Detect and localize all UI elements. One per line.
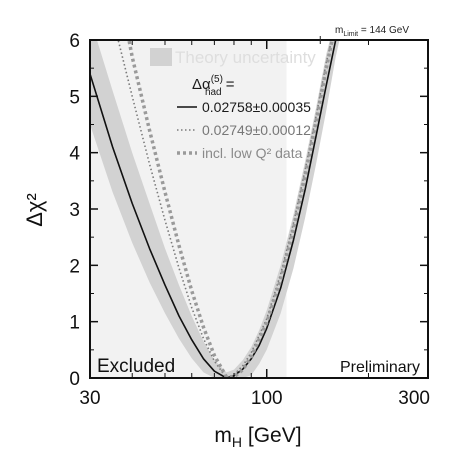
x-axis-title-rest: [GeV] (242, 424, 302, 447)
legend-header-sub: had (205, 87, 222, 98)
legend-entry-2: 0.02749±0.00012 (202, 122, 311, 138)
legend-header-sup: (5) (211, 74, 223, 85)
y-tick-label: 5 (69, 87, 80, 108)
legend-header: Δα(5) had = (192, 74, 235, 98)
legend-header-eq: = (222, 76, 235, 93)
ticks-layer: 0 1 2 3 4 5 6 30 100 300 (69, 31, 430, 409)
legend-theory-swatch (150, 48, 172, 66)
series-solid-line (90, 40, 337, 378)
plot-layer (90, 40, 340, 378)
y-tick-label: 1 (69, 313, 80, 334)
preliminary-label: Preliminary (340, 359, 420, 376)
y-tick-label: 3 (69, 200, 80, 221)
legend-theory-label: Theory uncertainty (175, 48, 316, 67)
x-tick-label: 30 (79, 388, 100, 409)
y-axis-title: Δχ² (22, 193, 47, 227)
x-axis-title-main: m (214, 424, 232, 447)
y-tick-label: 0 (69, 369, 80, 390)
series-dotted-line (117, 40, 333, 378)
theory-uncertainty-band (90, 40, 340, 378)
y-tick-label: 4 (69, 144, 80, 165)
y-tick-label: 6 (69, 31, 80, 52)
excluded-label: Excluded (97, 356, 175, 377)
y-tick-label: 2 (69, 256, 80, 277)
limit-label-value: = 144 GeV (358, 25, 409, 36)
x-tick-label: 300 (398, 388, 430, 409)
limit-label-main: m (335, 25, 343, 36)
limit-annotation: mLimit = 144 GeV (335, 25, 409, 38)
legend-entry-3: incl. low Q² data (202, 145, 303, 161)
x-axis-title: mH [GeV] (214, 424, 301, 450)
legend-entry-1: 0.02758±0.00035 (202, 99, 311, 115)
x-tick-label: 100 (251, 388, 283, 409)
x-axis-title-sub: H (232, 434, 242, 450)
legend-header-main: Δα (192, 76, 211, 93)
limit-label-sub: Limit (343, 31, 358, 38)
